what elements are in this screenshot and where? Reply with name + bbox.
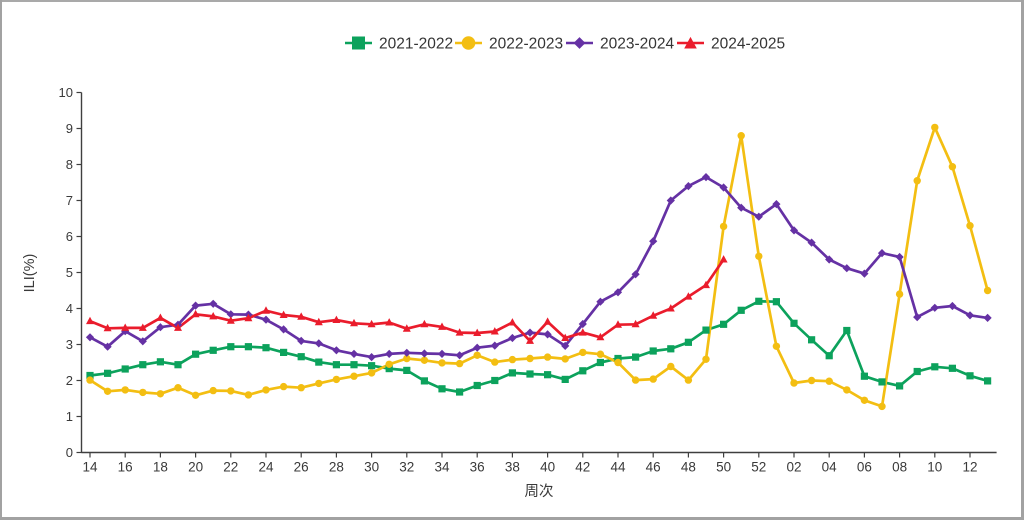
- svg-text:5: 5: [66, 265, 73, 280]
- svg-text:7: 7: [66, 193, 73, 208]
- svg-text:38: 38: [505, 460, 520, 475]
- svg-text:4: 4: [66, 301, 73, 316]
- svg-text:8: 8: [66, 157, 73, 172]
- svg-text:52: 52: [751, 460, 766, 475]
- svg-text:2022-2023: 2022-2023: [489, 36, 563, 53]
- svg-text:3: 3: [66, 337, 73, 352]
- svg-text:1: 1: [66, 409, 73, 424]
- svg-text:18: 18: [153, 460, 168, 475]
- svg-text:ILI(%): ILI(%): [22, 254, 38, 293]
- svg-text:06: 06: [857, 460, 872, 475]
- svg-text:44: 44: [610, 460, 626, 475]
- svg-text:6: 6: [66, 229, 73, 244]
- svg-text:34: 34: [434, 460, 450, 475]
- svg-text:10: 10: [59, 85, 73, 100]
- svg-text:2024-2025: 2024-2025: [711, 36, 785, 53]
- svg-text:24: 24: [258, 460, 274, 475]
- svg-text:02: 02: [786, 460, 801, 475]
- svg-text:2: 2: [66, 373, 73, 388]
- svg-text:28: 28: [329, 460, 344, 475]
- svg-text:30: 30: [364, 460, 379, 475]
- svg-text:08: 08: [892, 460, 907, 475]
- svg-text:26: 26: [294, 460, 309, 475]
- svg-text:46: 46: [646, 460, 661, 475]
- svg-text:20: 20: [188, 460, 203, 475]
- svg-text:36: 36: [470, 460, 485, 475]
- svg-text:2023-2024: 2023-2024: [600, 36, 675, 53]
- svg-text:2021-2022: 2021-2022: [379, 36, 453, 53]
- svg-text:22: 22: [223, 460, 238, 475]
- svg-text:10: 10: [927, 460, 942, 475]
- svg-text:40: 40: [540, 460, 555, 475]
- svg-text:14: 14: [82, 460, 98, 475]
- svg-text:42: 42: [575, 460, 590, 475]
- svg-text:0: 0: [66, 445, 73, 460]
- svg-text:周次: 周次: [525, 483, 554, 500]
- svg-text:9: 9: [66, 121, 73, 136]
- svg-text:32: 32: [399, 460, 414, 475]
- svg-text:16: 16: [118, 460, 133, 475]
- svg-text:12: 12: [962, 460, 977, 475]
- svg-text:48: 48: [681, 460, 696, 475]
- svg-text:50: 50: [716, 460, 731, 475]
- svg-text:04: 04: [822, 460, 838, 475]
